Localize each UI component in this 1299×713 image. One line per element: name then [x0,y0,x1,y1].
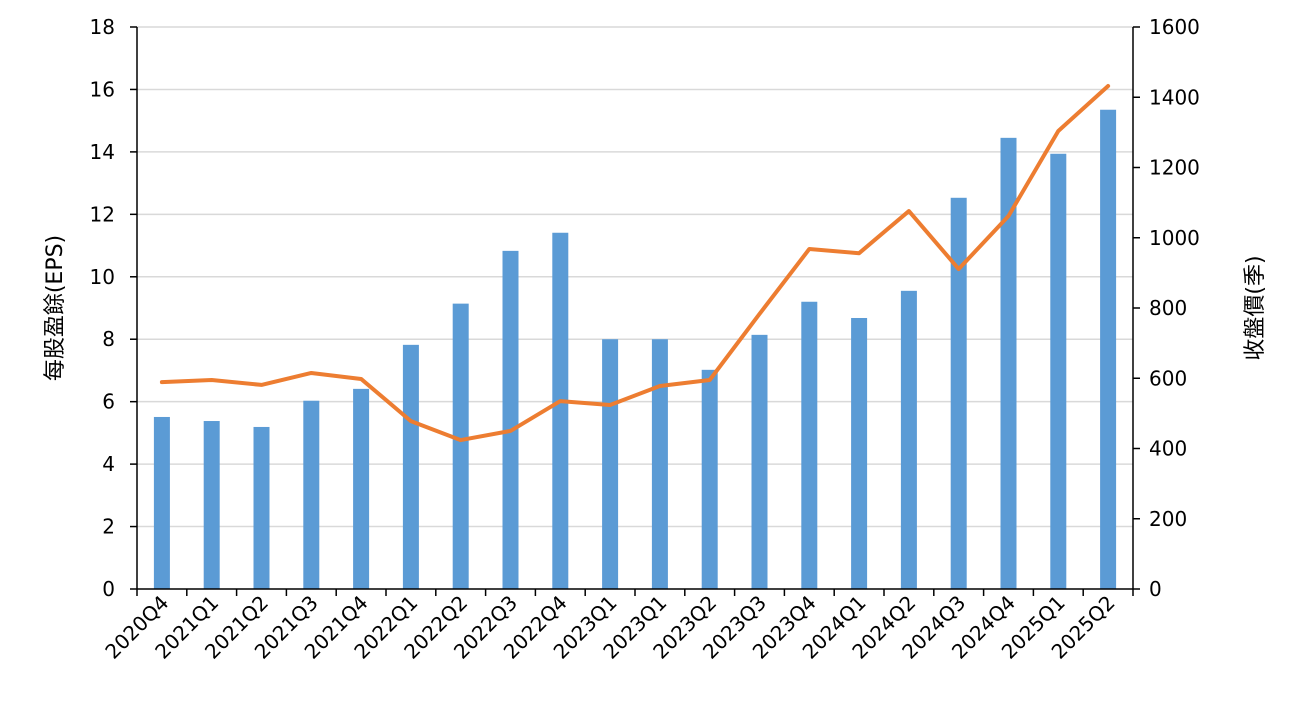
bar [1050,154,1066,589]
bar [901,291,917,589]
bar [453,304,469,589]
axes [130,27,1140,596]
right-tick-label: 0 [1149,577,1162,601]
bar [951,198,967,589]
left-axis-tick-labels: 0 2 4 6 8 10 12 14 16 18 [90,15,115,601]
left-tick-label: 2 [102,515,115,539]
left-tick-label: 12 [90,202,115,226]
right-axis-tick-labels: 0 200 400 600 800 1000 1200 1400 1600 [1149,15,1200,601]
bar-series-eps [154,110,1116,589]
bar [154,417,170,589]
left-axis-title: 每股盈餘(EPS) [43,235,68,381]
right-tick-label: 800 [1149,296,1187,320]
left-tick-label: 10 [90,265,115,289]
bar [503,251,519,589]
bar [652,339,668,589]
right-axis-title: 收盤價(季) [1243,255,1268,360]
bar [602,339,618,589]
x-axis-tick-labels: 2020Q42021Q12021Q22021Q32021Q42022Q12022… [100,591,1119,664]
bar [254,427,270,589]
left-tick-label: 18 [90,15,115,39]
bar [1100,110,1116,589]
left-tick-label: 0 [102,577,115,601]
gridlines [137,27,1133,527]
right-tick-label: 1000 [1149,226,1200,250]
bar [702,370,718,589]
left-tick-label: 14 [90,140,115,164]
bar [303,401,319,589]
bar [801,302,817,589]
left-tick-label: 16 [90,77,115,101]
right-tick-label: 200 [1149,507,1187,531]
left-tick-label: 8 [102,327,115,351]
right-tick-label: 400 [1149,437,1187,461]
right-tick-label: 1200 [1149,156,1200,180]
right-tick-label: 600 [1149,366,1187,390]
bar [752,335,768,589]
left-tick-label: 6 [102,390,115,414]
bar [851,318,867,589]
left-tick-label: 4 [102,452,115,476]
bar [403,345,419,589]
right-tick-label: 1400 [1149,85,1200,109]
right-tick-label: 1600 [1149,15,1200,39]
bar [353,389,369,589]
bar [552,233,568,589]
bar [204,421,220,589]
